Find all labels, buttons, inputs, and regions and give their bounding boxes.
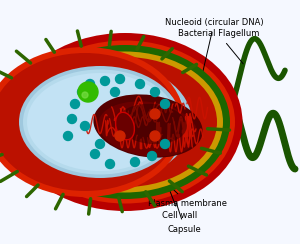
Ellipse shape: [27, 51, 223, 193]
Circle shape: [136, 80, 145, 89]
Ellipse shape: [24, 63, 192, 181]
Circle shape: [70, 100, 80, 109]
Ellipse shape: [0, 53, 179, 191]
Circle shape: [150, 131, 160, 141]
Ellipse shape: [0, 47, 185, 197]
Text: Nucleoid (circular DNA): Nucleoid (circular DNA): [165, 18, 264, 81]
Circle shape: [148, 152, 157, 161]
Text: Pili: Pili: [5, 115, 45, 128]
Ellipse shape: [28, 67, 188, 177]
Circle shape: [91, 150, 100, 159]
Text: Ribosomes: Ribosomes: [5, 135, 69, 153]
Ellipse shape: [27, 73, 173, 171]
Ellipse shape: [15, 41, 235, 203]
Circle shape: [130, 157, 140, 166]
Text: Cytoplasm: Cytoplasm: [125, 158, 170, 193]
Circle shape: [64, 132, 73, 141]
Ellipse shape: [23, 70, 177, 174]
Circle shape: [68, 114, 76, 123]
Circle shape: [100, 77, 109, 85]
Ellipse shape: [32, 70, 184, 174]
Circle shape: [82, 92, 88, 98]
Ellipse shape: [116, 112, 134, 140]
Circle shape: [77, 88, 86, 96]
Circle shape: [78, 82, 98, 102]
Circle shape: [115, 131, 125, 141]
Circle shape: [151, 88, 160, 96]
Ellipse shape: [8, 33, 242, 211]
Circle shape: [150, 109, 160, 119]
Circle shape: [160, 100, 169, 109]
Ellipse shape: [33, 57, 217, 187]
Circle shape: [85, 80, 94, 89]
Circle shape: [116, 74, 124, 83]
Circle shape: [160, 140, 169, 149]
Text: Plasmid: Plasmid: [5, 129, 115, 141]
Circle shape: [95, 140, 104, 149]
Circle shape: [106, 160, 115, 169]
Ellipse shape: [98, 101, 198, 157]
Ellipse shape: [20, 45, 230, 199]
Ellipse shape: [93, 94, 202, 158]
Text: Capsule: Capsule: [168, 202, 202, 234]
Circle shape: [80, 122, 89, 131]
Ellipse shape: [19, 66, 181, 178]
Text: Cell wall: Cell wall: [162, 189, 197, 221]
Circle shape: [110, 88, 119, 96]
Ellipse shape: [117, 104, 187, 144]
Text: Bacterial Flagellum: Bacterial Flagellum: [178, 30, 260, 64]
Text: Plasma membrane: Plasma membrane: [148, 174, 227, 207]
